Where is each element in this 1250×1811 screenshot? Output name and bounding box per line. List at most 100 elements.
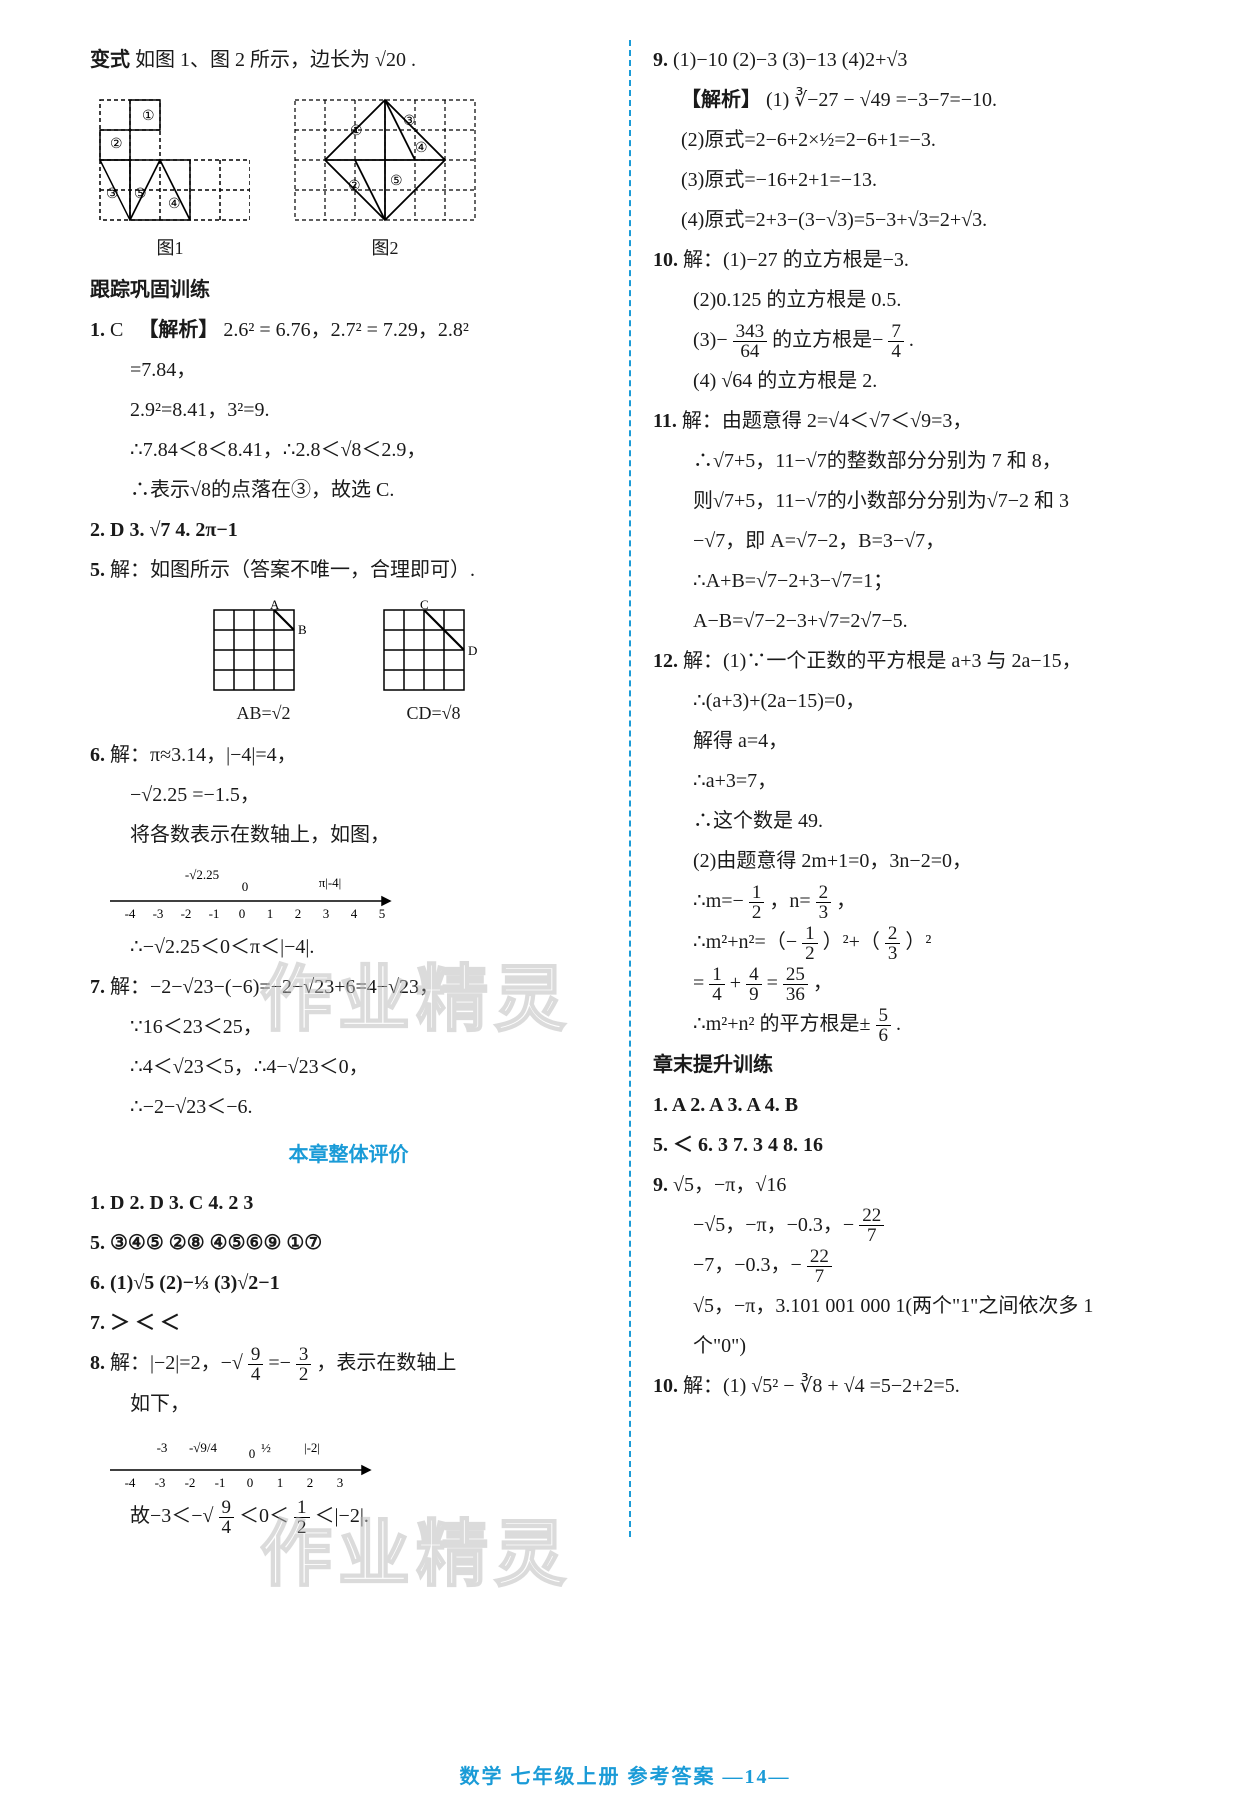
q1-jiexi-label: 【解析】 (138, 319, 218, 341)
svg-text:-√2.25: -√2.25 (185, 867, 219, 882)
z9-l1t: √5，−π，√16 (673, 1174, 786, 1196)
r10-l3c: . (909, 329, 914, 351)
r10-f1d: 64 (733, 342, 768, 361)
q6-l2: −√2.25 =−1.5， (90, 775, 607, 815)
svg-text:0: 0 (242, 879, 249, 894)
r12-l7a: ∴m=− (693, 890, 744, 912)
r10-l3b: 的立方根是− (772, 329, 883, 351)
s8-l3a: 故−3＜−√ (130, 1505, 214, 1527)
r10-f1n: 343 (733, 322, 768, 342)
svg-text:①: ① (350, 124, 363, 139)
zhangmo-title: 章末提升训练 (653, 1045, 1170, 1085)
svg-text:3: 3 (323, 906, 330, 921)
r12-f3n: 1 (802, 924, 818, 944)
s8-f2d: 2 (296, 1365, 312, 1384)
figure-2-svg: ① ② ③ ④ ⑤ (290, 90, 480, 230)
r11-num: 11. (653, 410, 677, 432)
r12-f7n: 25 (783, 965, 808, 985)
q5-fig-ab: A B AB=√2 (204, 600, 324, 731)
r10-l3: (3)− 34364 的立方根是− 74 . (653, 320, 1170, 361)
s8-l1b: =− (268, 1352, 291, 1374)
z10-num: 10. (653, 1375, 678, 1397)
z9-l5: 个"0") (653, 1326, 1170, 1366)
q7-l3: ∴4＜√23＜5，∴4−√23＜0， (90, 1047, 607, 1087)
svg-text:1: 1 (277, 1475, 284, 1490)
r9-a4: (4)原式=2+3−(3−√3)=5−3+√3=2+√3. (653, 200, 1170, 240)
r12-f1n: 1 (749, 883, 765, 903)
column-divider (629, 40, 631, 1537)
r12-l7: ∴m=− 12 ，n= 23 ， (653, 881, 1170, 922)
svg-text:4: 4 (351, 906, 358, 921)
r12-l8c: ）² (905, 931, 931, 953)
r11-l4: −√7，即 A=√7−2，B=3−√7， (653, 521, 1170, 561)
svg-text:2: 2 (307, 1475, 314, 1490)
r12-f3d: 2 (802, 944, 818, 963)
s8-numline: -4 -3 -2 -1 0 1 2 3 -3 -√9/4 0 ½ |-2| (90, 1430, 607, 1490)
r12-l6: (2)由题意得 2m+1=0，3n−2=0， (653, 841, 1170, 881)
r12-f4n: 2 (885, 924, 901, 944)
svg-text:|-2|: |-2| (304, 1440, 320, 1455)
svg-text:A: A (270, 600, 280, 612)
page: 变式 如图 1、图 2 所示，边长为 √20 . (0, 0, 1250, 1557)
s8-f1n: 9 (248, 1345, 264, 1365)
svg-text:0: 0 (247, 1475, 254, 1490)
r9-jiexi: 【解析】 (681, 89, 761, 111)
svg-text:⑤: ⑤ (390, 174, 403, 189)
r12-f2n: 2 (816, 883, 832, 903)
bianshi-text: 如图 1、图 2 所示，边长为 √20 . (135, 49, 416, 71)
r12-f6n: 4 (746, 965, 762, 985)
svg-text:1: 1 (267, 906, 274, 921)
r12-l7c: ， (836, 890, 856, 912)
r10-l1t: 解：(1)−27 的立方根是−3. (683, 249, 909, 271)
z5: 5. ＜ 6. 3 7. 3 4 8. 16 (653, 1125, 1170, 1165)
r11-l3: 则√7+5，11−√7的小数部分分别为√7−2 和 3 (653, 481, 1170, 521)
svg-text:②: ② (110, 137, 123, 152)
r11-l5: ∴A+B=√7−2+3−√7=1； (653, 561, 1170, 601)
r10-num: 10. (653, 249, 678, 271)
r10-l4: (4) √64 的立方根是 2. (653, 361, 1170, 401)
r12-f1d: 2 (749, 903, 765, 922)
s8-l1: 8. 解：|−2|=2，−√ 94 =− 32 ，表示在数轴上 (90, 1343, 607, 1384)
q1-l1: 2.6² = 6.76，2.7² = 7.29，2.8² (223, 319, 469, 341)
s8-f4n: 1 (294, 1498, 310, 1518)
svg-text:-1: -1 (215, 1475, 226, 1490)
svg-text:-3: -3 (155, 1475, 166, 1490)
r12-l8: ∴m²+n²=（− 12 ）²+（ 23 ）² (653, 922, 1170, 963)
s8-num: 8. (90, 1352, 105, 1374)
q1-num: 1. (90, 319, 105, 341)
r10-f2d: 4 (888, 342, 904, 361)
bianshi-label: 变式 (90, 49, 130, 71)
svg-text:-2: -2 (181, 906, 192, 921)
s8-f3d: 4 (219, 1518, 235, 1537)
s8-l1c: ，表示在数轴上 (316, 1352, 456, 1374)
r9-a1t: (1) ∛−27 − √49 =−3−7=−10. (766, 89, 997, 111)
figure-2: ① ② ③ ④ ⑤ 图2 (290, 90, 480, 266)
svg-text:④: ④ (415, 141, 428, 156)
genzong-title: 跟踪巩固训练 (90, 270, 607, 310)
svg-text:5: 5 (379, 906, 386, 921)
svg-text:-2: -2 (185, 1475, 196, 1490)
svg-text:-3: -3 (153, 906, 164, 921)
r12-f8d: 6 (876, 1026, 892, 1045)
r12-l2: ∴(a+3)+(2a−15)=0， (653, 681, 1170, 721)
svg-text:D: D (468, 643, 477, 658)
z10-l1t: 解：(1) √5² − ∛8 + √4 =5−2+2=5. (683, 1375, 960, 1397)
r12-f4d: 3 (885, 944, 901, 963)
s8-l2: 如下， (90, 1384, 607, 1424)
z1: 1. A 2. A 3. A 4. B (653, 1085, 1170, 1125)
figure-1-svg: ① ② ③ ⑤ ④ (90, 90, 250, 230)
q5-num: 5. (90, 559, 105, 581)
q5-line: 5. 解：如图所示（答案不唯一，合理即可）. (90, 550, 607, 590)
r9-l1: 9. (1)−10 (2)−3 (3)−13 (4)2+√3 (653, 40, 1170, 80)
s8-f2n: 3 (296, 1345, 312, 1365)
r12-l7b: ，n= (769, 890, 810, 912)
r12-l9d: ， (813, 972, 833, 994)
q5-figs: A B AB=√2 C (90, 600, 607, 731)
svg-text:C: C (420, 600, 429, 612)
r12-l8b: ）²+（ (823, 931, 880, 953)
bianshi-line: 变式 如图 1、图 2 所示，边长为 √20 . (90, 40, 607, 80)
svg-text:0: 0 (249, 1446, 256, 1461)
s8-f1d: 4 (248, 1365, 264, 1384)
svg-text:-4: -4 (125, 906, 136, 921)
r11-l1: 11. 解：由题意得 2=√4＜√7＜√9=3， (653, 401, 1170, 441)
